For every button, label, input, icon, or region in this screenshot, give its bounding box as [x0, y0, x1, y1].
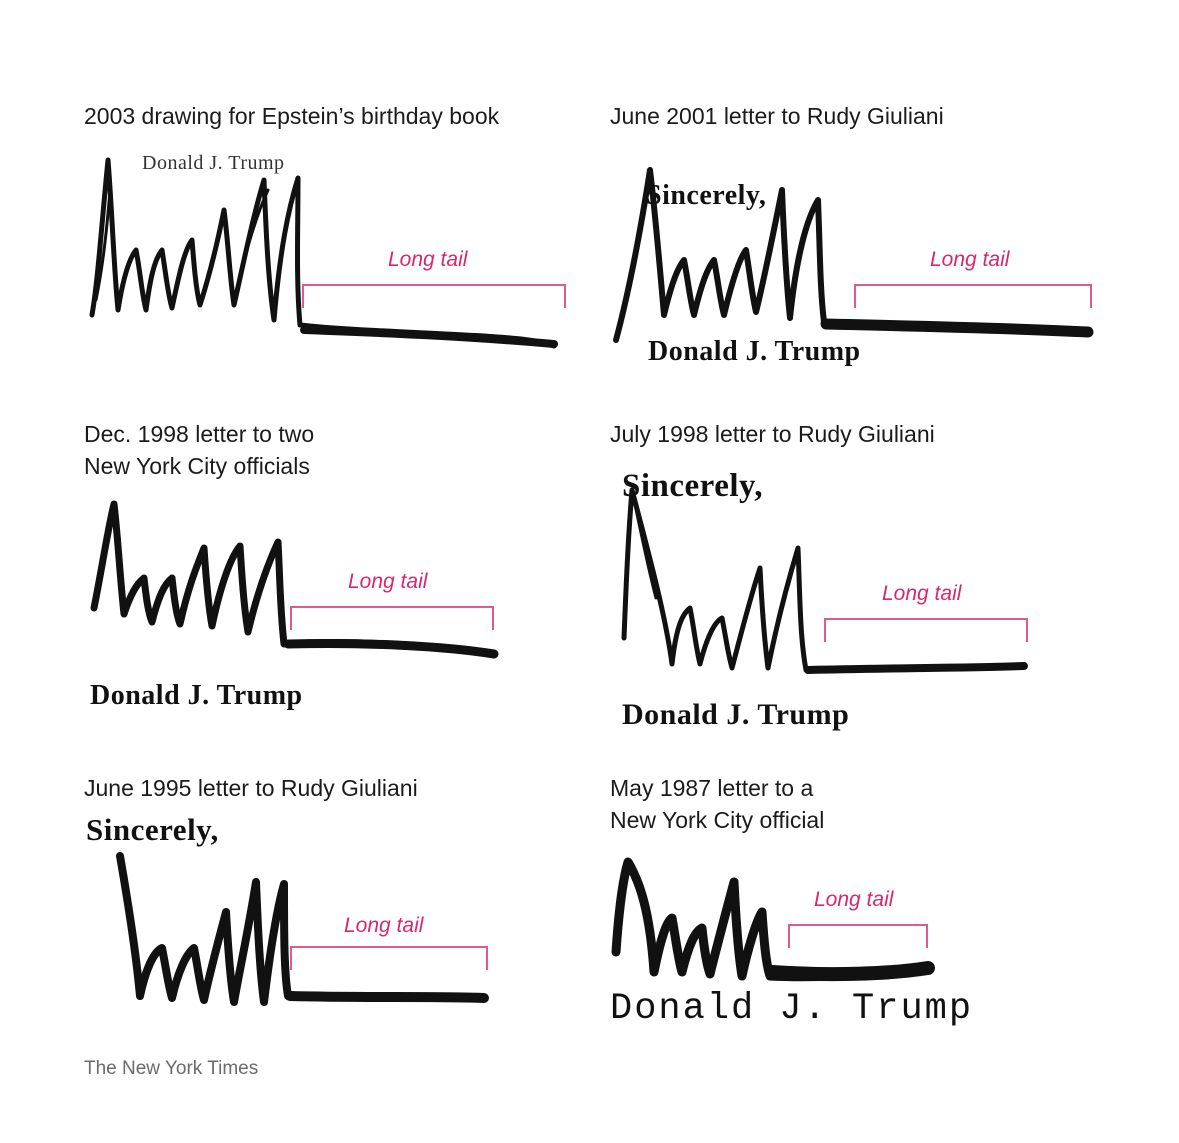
tail-bracket — [854, 284, 1092, 308]
tail-label: Long tail — [344, 914, 424, 937]
tail-label: Long tail — [882, 582, 962, 605]
tail-label: Long tail — [388, 248, 468, 271]
panel-2003-drawing: 2003 drawing for Epstein’s birthday book… — [84, 100, 604, 420]
signature-scrawl-icon — [611, 857, 935, 982]
panel-caption: July 1998 letter to Rudy Giuliani — [610, 421, 935, 447]
panel-caption: June 2001 letter to Rudy Giuliani — [610, 103, 944, 129]
panel-may-1987: May 1987 letter to a New York City offic… — [610, 772, 1130, 1092]
signature-scrawl-icon — [116, 852, 489, 1006]
panel-caption: Dec. 1998 letter to two New York City of… — [84, 418, 314, 482]
tail-bracket — [290, 946, 488, 970]
panel-caption: 2003 drawing for Epstein’s birthday book — [84, 103, 500, 129]
panel-june-1995: June 1995 letter to Rudy Giuliani Sincer… — [84, 772, 604, 1092]
caption-line-2: New York City official — [610, 807, 825, 833]
tail-bracket — [788, 924, 928, 948]
signature-scrawl-icon — [621, 487, 1028, 674]
caption-line-1: Dec. 1998 letter to two — [84, 421, 315, 447]
signature-scrawl-icon — [90, 500, 499, 659]
typed-name: Donald J. Trump — [648, 336, 861, 367]
typed-name: Donald J. Trump — [610, 988, 974, 1030]
signature-scrawl-icon — [89, 157, 558, 349]
panel-dec-1998: Dec. 1998 letter to two New York City of… — [84, 418, 604, 738]
tail-label: Long tail — [348, 570, 428, 593]
tail-label: Long tail — [814, 888, 894, 911]
closing-text: Sincerely, — [646, 180, 767, 211]
typed-name: Donald J. Trump — [90, 680, 303, 711]
signature-scrawl-icon — [613, 167, 1094, 343]
caption-line-1: May 1987 letter to a — [610, 775, 814, 801]
panel-caption: May 1987 letter to a New York City offic… — [610, 772, 824, 836]
source-credit: The New York Times — [84, 1058, 259, 1079]
typed-name: Donald J. Trump — [142, 152, 285, 174]
tail-bracket — [302, 284, 566, 308]
panel-july-1998: July 1998 letter to Rudy Giuliani Sincer… — [610, 418, 1130, 738]
caption-line-2: New York City officials — [84, 453, 310, 479]
closing-text: Sincerely, — [622, 468, 763, 504]
tail-bracket — [290, 606, 494, 630]
tail-label: Long tail — [930, 248, 1010, 271]
panel-june-2001: June 2001 letter to Rudy Giuliani Sincer… — [610, 100, 1130, 420]
panel-caption: June 1995 letter to Rudy Giuliani — [84, 775, 418, 801]
typed-name: Donald J. Trump — [622, 698, 850, 731]
closing-text: Sincerely, — [86, 812, 219, 847]
tail-bracket — [824, 618, 1028, 642]
